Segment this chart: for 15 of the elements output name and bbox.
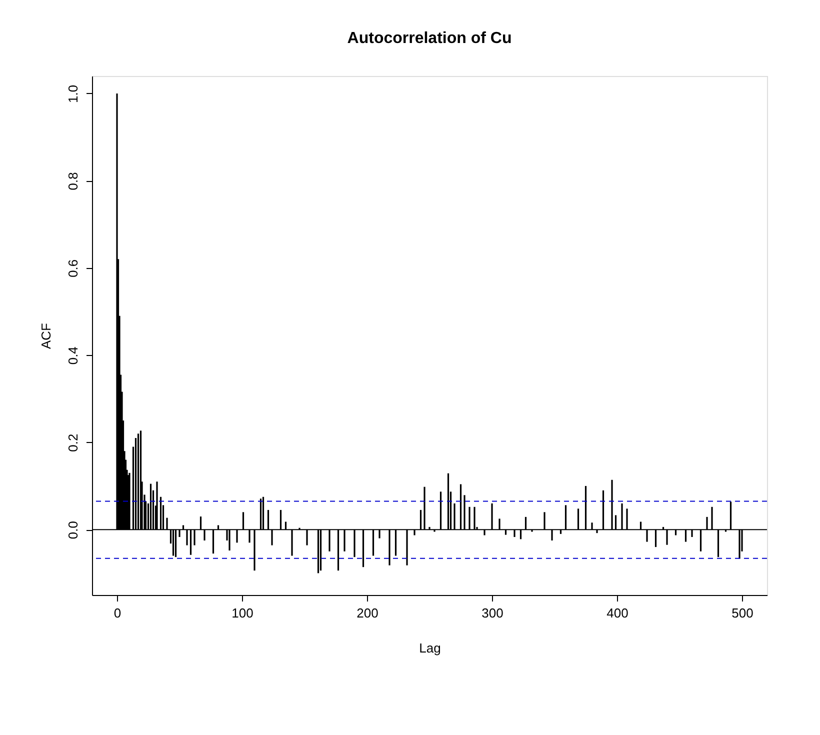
x-tick-label: 0: [114, 606, 122, 620]
y-axis-title: ACF: [38, 322, 54, 349]
y-tick-label: 0.2: [66, 434, 80, 452]
y-tick-label: 0.8: [66, 172, 80, 190]
x-tick-label: 300: [482, 606, 504, 620]
chart-title: Autocorrelation of Cu: [347, 30, 512, 47]
y-tick-label: 0.4: [66, 346, 80, 365]
y-tick-label: 0.6: [66, 259, 80, 278]
y-tick-label: 1.0: [66, 84, 80, 103]
x-tick-label: 500: [732, 606, 754, 620]
x-tick-label: 100: [232, 606, 254, 620]
x-tick-label: 400: [606, 606, 628, 620]
x-tick-label: 200: [356, 606, 378, 620]
x-axis-title: Lag: [419, 640, 441, 656]
y-tick-label: 0.0: [66, 521, 80, 540]
